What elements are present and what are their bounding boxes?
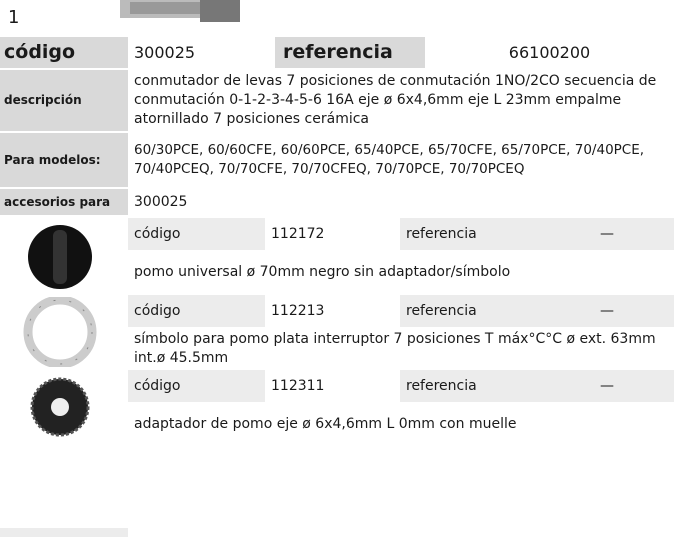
value: 60/30PCE, 60/60CFE, 60/60PCE, 65/40PCE, … <box>134 142 645 177</box>
accessory-image <box>23 297 97 367</box>
product-image <box>120 0 240 22</box>
page-number: 1 <box>8 6 20 28</box>
value: 66100200 <box>508 43 591 62</box>
value: — <box>540 370 674 402</box>
accessory-image <box>28 225 92 289</box>
value: — <box>540 218 674 250</box>
label: referencia <box>400 295 540 327</box>
value: — <box>540 295 674 327</box>
label: accesorios para <box>0 189 128 215</box>
description: adaptador de pomo eje ø 6x4,6mm L 0mm co… <box>134 415 517 432</box>
label: código <box>0 37 128 68</box>
label: Para modelos: <box>0 133 128 187</box>
label: descripción <box>0 70 128 131</box>
value: 112213 <box>271 302 325 319</box>
label: referencia <box>400 370 540 402</box>
divider <box>0 528 128 537</box>
accessory-image <box>30 377 90 437</box>
value: 112172 <box>271 225 325 242</box>
description: símbolo para pomo plata interruptor 7 po… <box>134 331 656 366</box>
label: referencia <box>400 218 540 250</box>
label: código <box>128 370 265 402</box>
label: referencia <box>275 37 425 68</box>
description: pomo universal ø 70mm negro sin adaptado… <box>134 263 511 280</box>
value: 300025 <box>134 193 188 210</box>
label: código <box>128 295 265 327</box>
label: código <box>128 218 265 250</box>
value: conmutador de levas 7 posiciones de conm… <box>134 73 657 127</box>
value: 300025 <box>134 43 196 62</box>
value: 112311 <box>271 377 325 394</box>
